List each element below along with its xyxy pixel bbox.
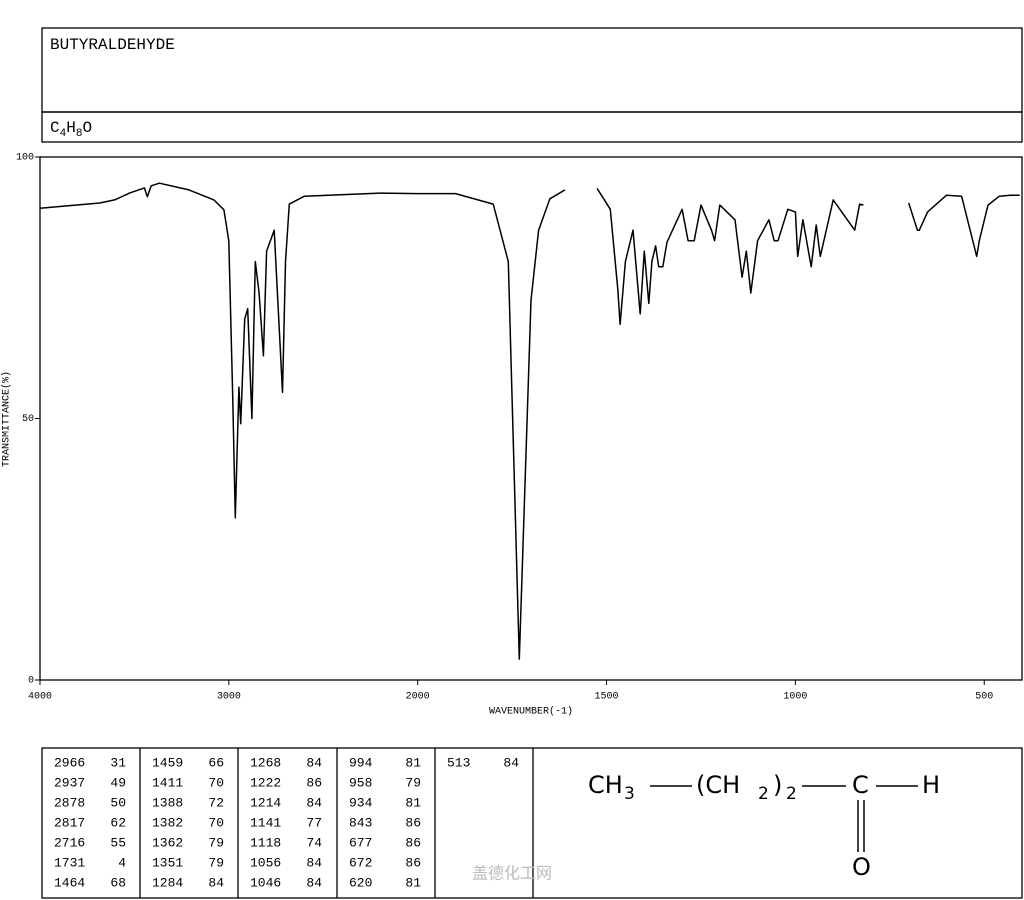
peak-transmittance: 77 [306, 815, 322, 830]
peak-transmittance: 84 [306, 795, 322, 810]
peak-transmittance: 86 [306, 775, 322, 790]
peak-wavenumber: 620 [349, 875, 372, 890]
peak-transmittance: 31 [110, 755, 126, 770]
structure-text: ) [773, 771, 782, 799]
peak-transmittance: 84 [306, 755, 322, 770]
structure-text: O [852, 853, 871, 881]
structure-text: C [852, 771, 869, 799]
x-tick-label: 1500 [595, 692, 619, 703]
peak-wavenumber: 843 [349, 815, 372, 830]
peak-transmittance: 86 [405, 855, 421, 870]
compound-name: BUTYRALDEHYDE [50, 36, 175, 54]
peak-transmittance: 79 [208, 855, 224, 870]
peak-transmittance: 79 [405, 775, 421, 790]
peak-transmittance: 66 [208, 755, 224, 770]
peak-wavenumber: 1046 [250, 875, 281, 890]
x-tick-label: 4000 [28, 692, 52, 703]
peak-wavenumber: 994 [349, 755, 373, 770]
peak-wavenumber: 1222 [250, 775, 281, 790]
formula: C4H8O [50, 119, 92, 140]
x-tick-label: 3000 [217, 692, 241, 703]
table-frame [41, 747, 1023, 899]
peak-wavenumber: 1362 [152, 835, 183, 850]
peak-transmittance: 86 [405, 835, 421, 850]
peak-transmittance: 4 [118, 855, 126, 870]
peak-transmittance: 84 [503, 755, 519, 770]
x-axis-label: WAVENUMBER(-1) [489, 706, 573, 718]
peak-wavenumber: 1141 [250, 815, 281, 830]
x-tick-label: 2000 [406, 692, 430, 703]
peak-wavenumber: 2878 [54, 795, 85, 810]
peak-transmittance: 79 [208, 835, 224, 850]
peak-wavenumber: 934 [349, 795, 373, 810]
y-tick-label: 0 [28, 676, 34, 687]
y-tick-label: 100 [16, 153, 34, 164]
y-tick-label: 50 [22, 414, 34, 425]
peak-transmittance: 70 [208, 815, 224, 830]
peak-wavenumber: 1459 [152, 755, 183, 770]
spectrum-line [39, 182, 1020, 660]
peak-wavenumber: 1268 [250, 755, 281, 770]
peak-wavenumber: 672 [349, 855, 372, 870]
peak-wavenumber: 1388 [152, 795, 183, 810]
peak-wavenumber: 677 [349, 835, 372, 850]
peak-transmittance: 74 [306, 835, 322, 850]
peak-transmittance: 68 [110, 875, 126, 890]
peak-wavenumber: 1118 [250, 835, 281, 850]
peak-transmittance: 84 [208, 875, 224, 890]
structure-sub: 2 [758, 784, 769, 804]
peak-transmittance: 86 [405, 815, 421, 830]
peak-wavenumber: 2937 [54, 775, 85, 790]
plot-frame [39, 156, 1023, 681]
formula-part: H [66, 119, 76, 137]
peak-wavenumber: 1214 [250, 795, 281, 810]
y-axis-label: TRANSMITTANCE(%) [1, 371, 13, 467]
formula-sub: 4 [60, 128, 67, 140]
formula-box [41, 111, 1023, 143]
peak-wavenumber: 2966 [54, 755, 85, 770]
structure-sub: 2 [786, 784, 797, 804]
structure-text: CH [588, 771, 623, 799]
peak-transmittance: 62 [110, 815, 126, 830]
peak-table: 2966 31 2937 49 2878 50 2817 62 2716 55 1731 4 1464 6… [41, 747, 1023, 899]
peak-transmittance: 50 [110, 795, 126, 810]
peak-wavenumber: 1284 [152, 875, 183, 890]
peak-transmittance: 84 [306, 855, 322, 870]
title-box [41, 27, 1023, 113]
peak-wavenumber: 2716 [54, 835, 85, 850]
peak-transmittance: 49 [110, 775, 126, 790]
peak-wavenumber: 1056 [250, 855, 281, 870]
x-tick-label: 1000 [783, 692, 807, 703]
formula-sub: 8 [76, 128, 83, 140]
structure-text: H [922, 771, 940, 799]
peak-transmittance: 70 [208, 775, 224, 790]
peak-transmittance: 81 [405, 755, 421, 770]
peak-wavenumber: 513 [447, 755, 470, 770]
peak-transmittance: 84 [306, 875, 322, 890]
peak-wavenumber: 2817 [54, 815, 85, 830]
peak-wavenumber: 1351 [152, 855, 183, 870]
peak-wavenumber: 1382 [152, 815, 183, 830]
peak-wavenumber: 958 [349, 775, 372, 790]
structure: CH 3 (CH 2 ) 2 C H O [588, 771, 940, 881]
peak-transmittance: 55 [110, 835, 126, 850]
structure-text: (CH [696, 771, 740, 799]
structure-sub: 3 [624, 784, 635, 804]
peak-wavenumber: 1464 [54, 875, 85, 890]
peak-wavenumber: 1411 [152, 775, 183, 790]
peak-transmittance: 72 [208, 795, 224, 810]
x-tick-label: 500 [975, 692, 993, 703]
peak-wavenumber: 1731 [54, 855, 85, 870]
peak-transmittance: 81 [405, 795, 421, 810]
watermark: 盖德化工网 [472, 864, 552, 883]
formula-part: C [50, 119, 60, 137]
peak-transmittance: 81 [405, 875, 421, 890]
formula-part: O [82, 119, 92, 137]
